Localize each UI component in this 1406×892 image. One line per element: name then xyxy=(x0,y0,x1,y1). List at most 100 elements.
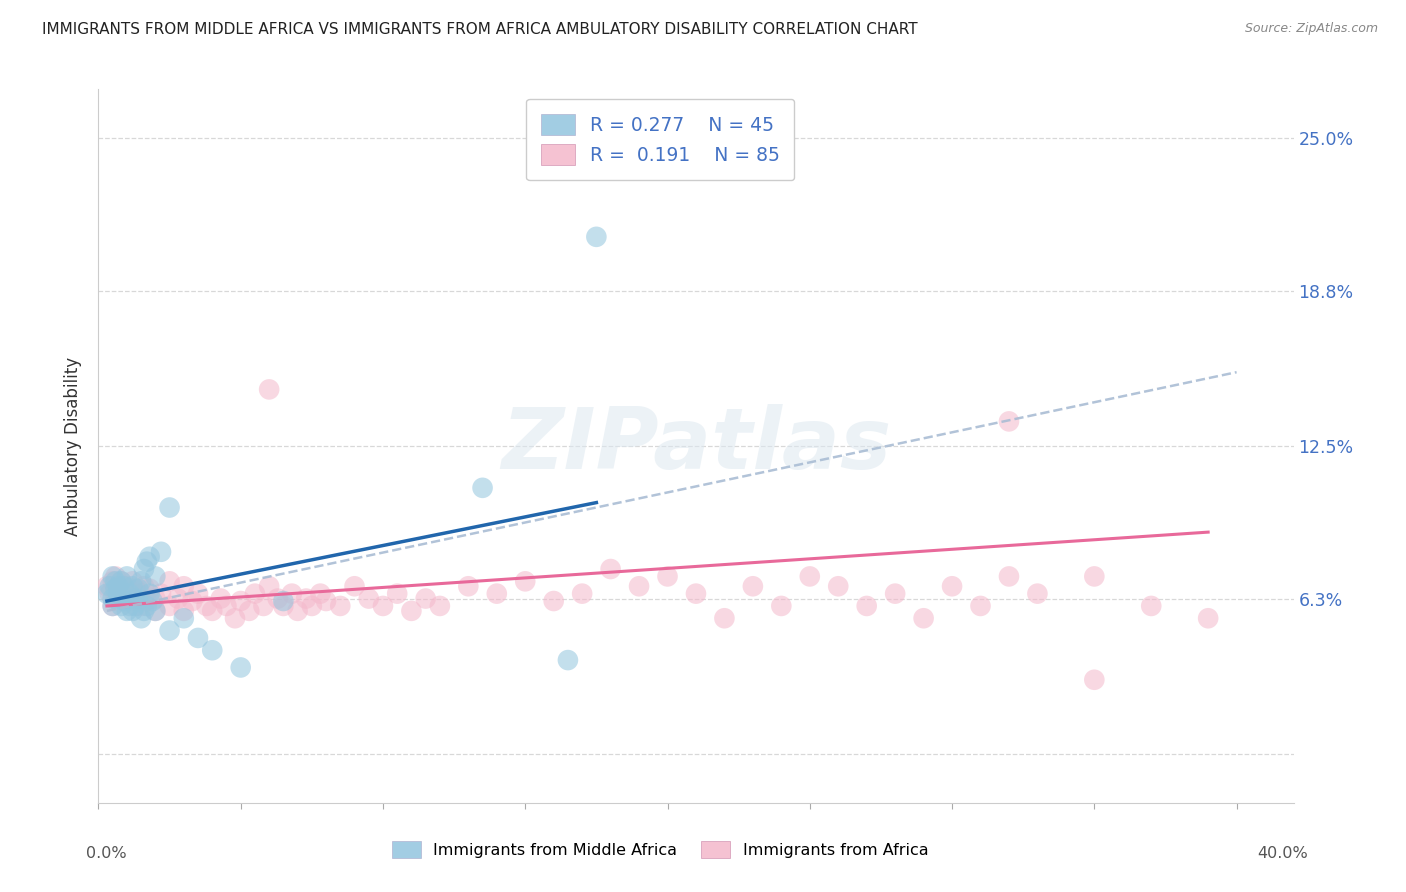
Point xyxy=(96,587,118,601)
Point xyxy=(173,579,195,593)
Point xyxy=(104,591,127,606)
Point xyxy=(132,604,155,618)
Point xyxy=(295,591,318,606)
Point xyxy=(112,594,135,608)
Point xyxy=(150,587,173,601)
Point xyxy=(127,582,149,596)
Point xyxy=(129,599,152,613)
Point xyxy=(143,604,166,618)
Point xyxy=(138,587,160,601)
Point xyxy=(257,383,280,397)
Point xyxy=(135,555,157,569)
Point xyxy=(827,579,849,593)
Point xyxy=(1083,569,1105,583)
Point xyxy=(371,599,394,613)
Point xyxy=(118,599,141,613)
Point xyxy=(243,587,266,601)
Point xyxy=(110,574,132,589)
Point xyxy=(257,579,280,593)
Point xyxy=(238,604,260,618)
Point xyxy=(107,587,129,601)
Text: IMMIGRANTS FROM MIDDLE AFRICA VS IMMIGRANTS FROM AFRICA AMBULATORY DISABILITY CO: IMMIGRANTS FROM MIDDLE AFRICA VS IMMIGRA… xyxy=(42,22,918,37)
Point xyxy=(135,594,157,608)
Point xyxy=(1026,587,1049,601)
Point xyxy=(343,579,366,593)
Point xyxy=(104,574,127,589)
Point xyxy=(124,582,146,596)
Point xyxy=(167,591,190,606)
Point xyxy=(998,569,1021,583)
Point xyxy=(132,562,155,576)
Point xyxy=(112,594,135,608)
Point xyxy=(884,587,907,601)
Point xyxy=(121,594,143,608)
Point xyxy=(124,591,146,606)
Text: Source: ZipAtlas.com: Source: ZipAtlas.com xyxy=(1244,22,1378,36)
Point xyxy=(969,599,991,613)
Point xyxy=(267,591,290,606)
Point xyxy=(224,611,246,625)
Point xyxy=(1197,611,1219,625)
Point xyxy=(132,579,155,593)
Point xyxy=(118,587,141,601)
Point xyxy=(96,579,118,593)
Point xyxy=(121,604,143,618)
Point xyxy=(143,569,166,583)
Point xyxy=(912,611,935,625)
Point xyxy=(385,587,409,601)
Point xyxy=(129,611,152,625)
Point xyxy=(998,414,1021,428)
Point xyxy=(315,594,337,608)
Point xyxy=(471,481,494,495)
Point xyxy=(309,587,332,601)
Point xyxy=(571,587,593,601)
Point xyxy=(101,599,124,613)
Point xyxy=(281,587,304,601)
Point xyxy=(129,587,152,601)
Point xyxy=(457,579,479,593)
Point xyxy=(104,569,127,583)
Point xyxy=(855,599,877,613)
Point xyxy=(201,643,224,657)
Point xyxy=(770,599,793,613)
Point xyxy=(110,599,132,613)
Point xyxy=(118,587,141,601)
Point xyxy=(115,569,138,583)
Point xyxy=(107,579,129,593)
Point xyxy=(229,660,252,674)
Point xyxy=(215,599,238,613)
Point xyxy=(159,574,181,589)
Point xyxy=(104,582,127,596)
Point xyxy=(138,582,160,596)
Point xyxy=(543,594,565,608)
Point xyxy=(124,599,146,613)
Point xyxy=(273,599,295,613)
Point xyxy=(127,591,149,606)
Point xyxy=(127,594,149,608)
Point xyxy=(110,587,132,601)
Point xyxy=(141,594,163,608)
Point xyxy=(273,594,295,608)
Point xyxy=(252,599,274,613)
Point xyxy=(110,574,132,589)
Point xyxy=(121,574,143,589)
Point xyxy=(685,587,707,601)
Point xyxy=(301,599,323,613)
Point xyxy=(357,591,380,606)
Point xyxy=(135,599,157,613)
Point xyxy=(115,579,138,593)
Point xyxy=(101,599,124,613)
Point xyxy=(741,579,763,593)
Point xyxy=(173,604,195,618)
Point xyxy=(115,604,138,618)
Text: ZIPatlas: ZIPatlas xyxy=(501,404,891,488)
Point xyxy=(121,579,143,593)
Point xyxy=(143,591,166,606)
Point xyxy=(159,624,181,638)
Point xyxy=(173,611,195,625)
Point xyxy=(1140,599,1163,613)
Point xyxy=(107,579,129,593)
Point xyxy=(585,230,607,244)
Point xyxy=(201,604,224,618)
Y-axis label: Ambulatory Disability: Ambulatory Disability xyxy=(65,357,83,535)
